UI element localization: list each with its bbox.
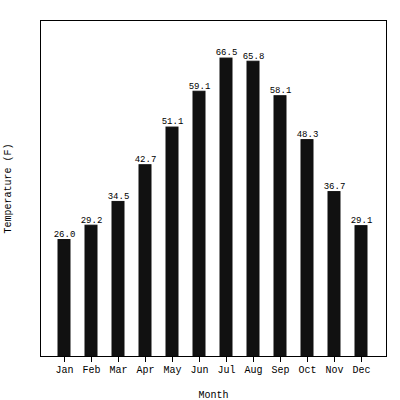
svg-text:34.5: 34.5 xyxy=(108,192,130,202)
svg-text:65.8: 65.8 xyxy=(243,52,265,62)
svg-text:59.1: 59.1 xyxy=(189,82,211,92)
svg-text:Oct: Oct xyxy=(298,365,316,376)
svg-text:58.1: 58.1 xyxy=(270,86,292,96)
svg-text:48.3: 48.3 xyxy=(297,130,319,140)
svg-text:Dec: Dec xyxy=(352,365,370,376)
svg-text:Month: Month xyxy=(198,390,228,400)
svg-text:29.1: 29.1 xyxy=(351,216,373,226)
svg-text:36.7: 36.7 xyxy=(324,182,346,192)
svg-text:Nov: Nov xyxy=(325,365,343,376)
svg-text:May: May xyxy=(163,365,181,376)
svg-text:51.1: 51.1 xyxy=(162,117,184,127)
svg-text:66.5: 66.5 xyxy=(216,48,238,58)
svg-text:Feb: Feb xyxy=(82,365,100,376)
svg-text:42.7: 42.7 xyxy=(135,155,157,165)
svg-text:Aug: Aug xyxy=(244,365,262,376)
svg-text:Apr: Apr xyxy=(136,365,154,376)
svg-text:Jul: Jul xyxy=(217,365,235,376)
svg-text:29.2: 29.2 xyxy=(81,216,103,226)
svg-text:Jun: Jun xyxy=(190,365,208,376)
svg-text:26.0: 26.0 xyxy=(54,230,76,240)
svg-text:Temperature (F): Temperature (F) xyxy=(3,143,14,233)
svg-text:Sep: Sep xyxy=(271,365,289,376)
svg-text:Jan: Jan xyxy=(55,365,73,376)
svg-text:Mar: Mar xyxy=(109,365,127,376)
